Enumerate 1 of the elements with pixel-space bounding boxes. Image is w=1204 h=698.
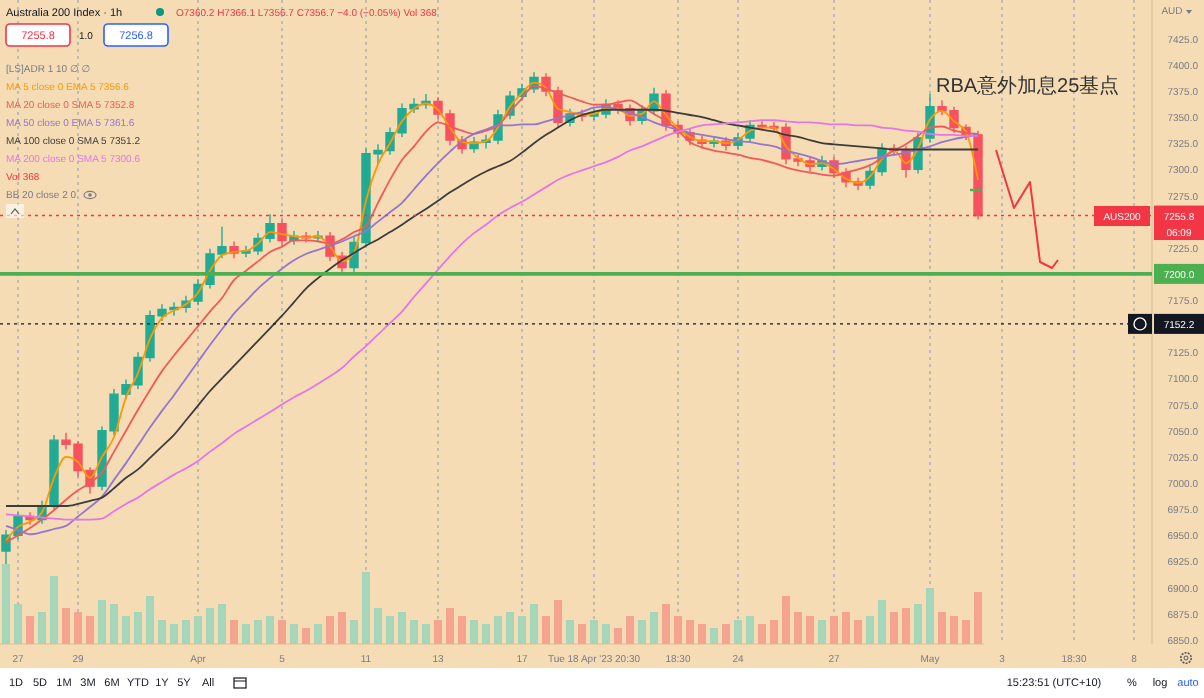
annotation: RBA意外加息25基点 — [936, 74, 1120, 98]
